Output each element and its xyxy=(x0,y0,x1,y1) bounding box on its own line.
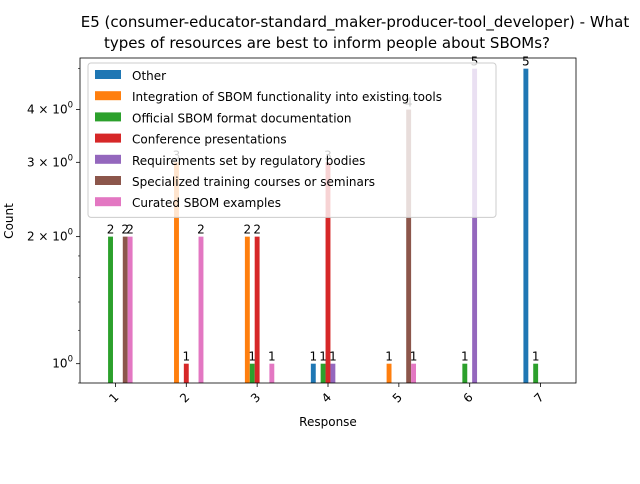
bar xyxy=(472,68,478,384)
bar xyxy=(269,363,275,383)
bar-value-label: 2 xyxy=(107,223,115,237)
legend-entry: Specialized training courses or seminars xyxy=(132,175,375,189)
bar xyxy=(330,363,336,383)
y-tick-label: 3 × 100 xyxy=(27,153,73,169)
bar xyxy=(523,68,529,384)
legend-swatch xyxy=(95,70,121,79)
chart-title-line1: E5 (consumer-educator-standard_maker-pro… xyxy=(81,13,630,32)
legend-swatch xyxy=(95,91,121,101)
bar-value-label: 1 xyxy=(410,350,418,364)
bar xyxy=(386,363,392,383)
x-tick-label: 2 xyxy=(177,390,192,405)
bar xyxy=(174,162,179,383)
legend-swatch xyxy=(95,197,121,207)
legend-swatch xyxy=(95,176,121,185)
bar-value-label: 1 xyxy=(532,350,540,364)
bar xyxy=(411,363,417,383)
bar-value-label: 1 xyxy=(319,350,327,364)
legend-box xyxy=(87,62,497,218)
bar xyxy=(127,236,133,383)
bar xyxy=(533,363,539,383)
x-tick-label: 5 xyxy=(390,390,405,405)
y-axis-ticks: 100 2 × 100 3 × 100 4 × 100 xyxy=(27,68,80,384)
bar xyxy=(198,236,204,383)
legend-entry: Requirements set by regulatory bodies xyxy=(132,154,365,168)
bar xyxy=(183,363,189,383)
legend-entry: Official SBOM format documentation xyxy=(132,111,351,125)
bar xyxy=(244,236,250,383)
legend-swatch xyxy=(95,112,121,122)
legend-entry: Other xyxy=(132,69,166,83)
bar-value-label: 1 xyxy=(248,350,256,364)
bar xyxy=(320,363,326,383)
legend-entry: Curated SBOM examples xyxy=(132,196,281,210)
bar xyxy=(406,109,412,383)
y-tick-label: 4 × 100 xyxy=(27,101,73,117)
bar-value-label: 2 xyxy=(197,223,205,237)
legend-entry: Integration of SBOM functionality into e… xyxy=(132,90,442,104)
legend-swatch xyxy=(95,133,121,143)
bar-value-label: 1 xyxy=(461,350,469,364)
bar xyxy=(325,162,331,383)
bar xyxy=(462,363,468,383)
bar-value-label: 2 xyxy=(126,223,134,237)
bar-value-label: 1 xyxy=(329,350,337,364)
bar-value-label: 2 xyxy=(253,223,261,237)
bar-value-label: 1 xyxy=(268,350,276,364)
x-tick-label: 3 xyxy=(248,390,263,405)
bar-value-label: 5 xyxy=(522,55,530,69)
x-tick-label: 7 xyxy=(531,390,546,405)
bar xyxy=(310,363,316,383)
bar-value-label: 2 xyxy=(121,223,129,237)
x-tick-label: 6 xyxy=(461,390,476,405)
y-axis-label: Count xyxy=(2,203,16,239)
y-tick-label: 100 xyxy=(52,355,73,371)
x-tick-label: 4 xyxy=(319,390,334,405)
x-axis-label: Response xyxy=(299,415,357,429)
bars-group xyxy=(108,68,539,384)
bar-value-label: 1 xyxy=(182,350,190,364)
bar xyxy=(122,236,128,383)
bar-value-label: 5 xyxy=(471,55,479,69)
y-tick-label: 2 × 100 xyxy=(27,228,73,244)
bar-value-label: 1 xyxy=(385,350,393,364)
bar xyxy=(249,363,255,383)
plot-frame xyxy=(79,57,577,384)
legend-entry: Conference presentations xyxy=(132,133,287,147)
x-tick-label: 1 xyxy=(106,390,121,405)
bar xyxy=(108,236,113,383)
legend-swatch xyxy=(95,154,121,164)
bar-value-label: 2 xyxy=(244,223,252,237)
x-axis-ticks: 1 2 3 4 5 6 7 xyxy=(106,383,547,406)
legend: Other Integration of SBOM functionality i… xyxy=(87,62,497,218)
chart-title-line2: types of resources are best to inform pe… xyxy=(104,34,550,52)
bar-value-label: 1 xyxy=(309,350,317,364)
bar xyxy=(254,236,260,383)
